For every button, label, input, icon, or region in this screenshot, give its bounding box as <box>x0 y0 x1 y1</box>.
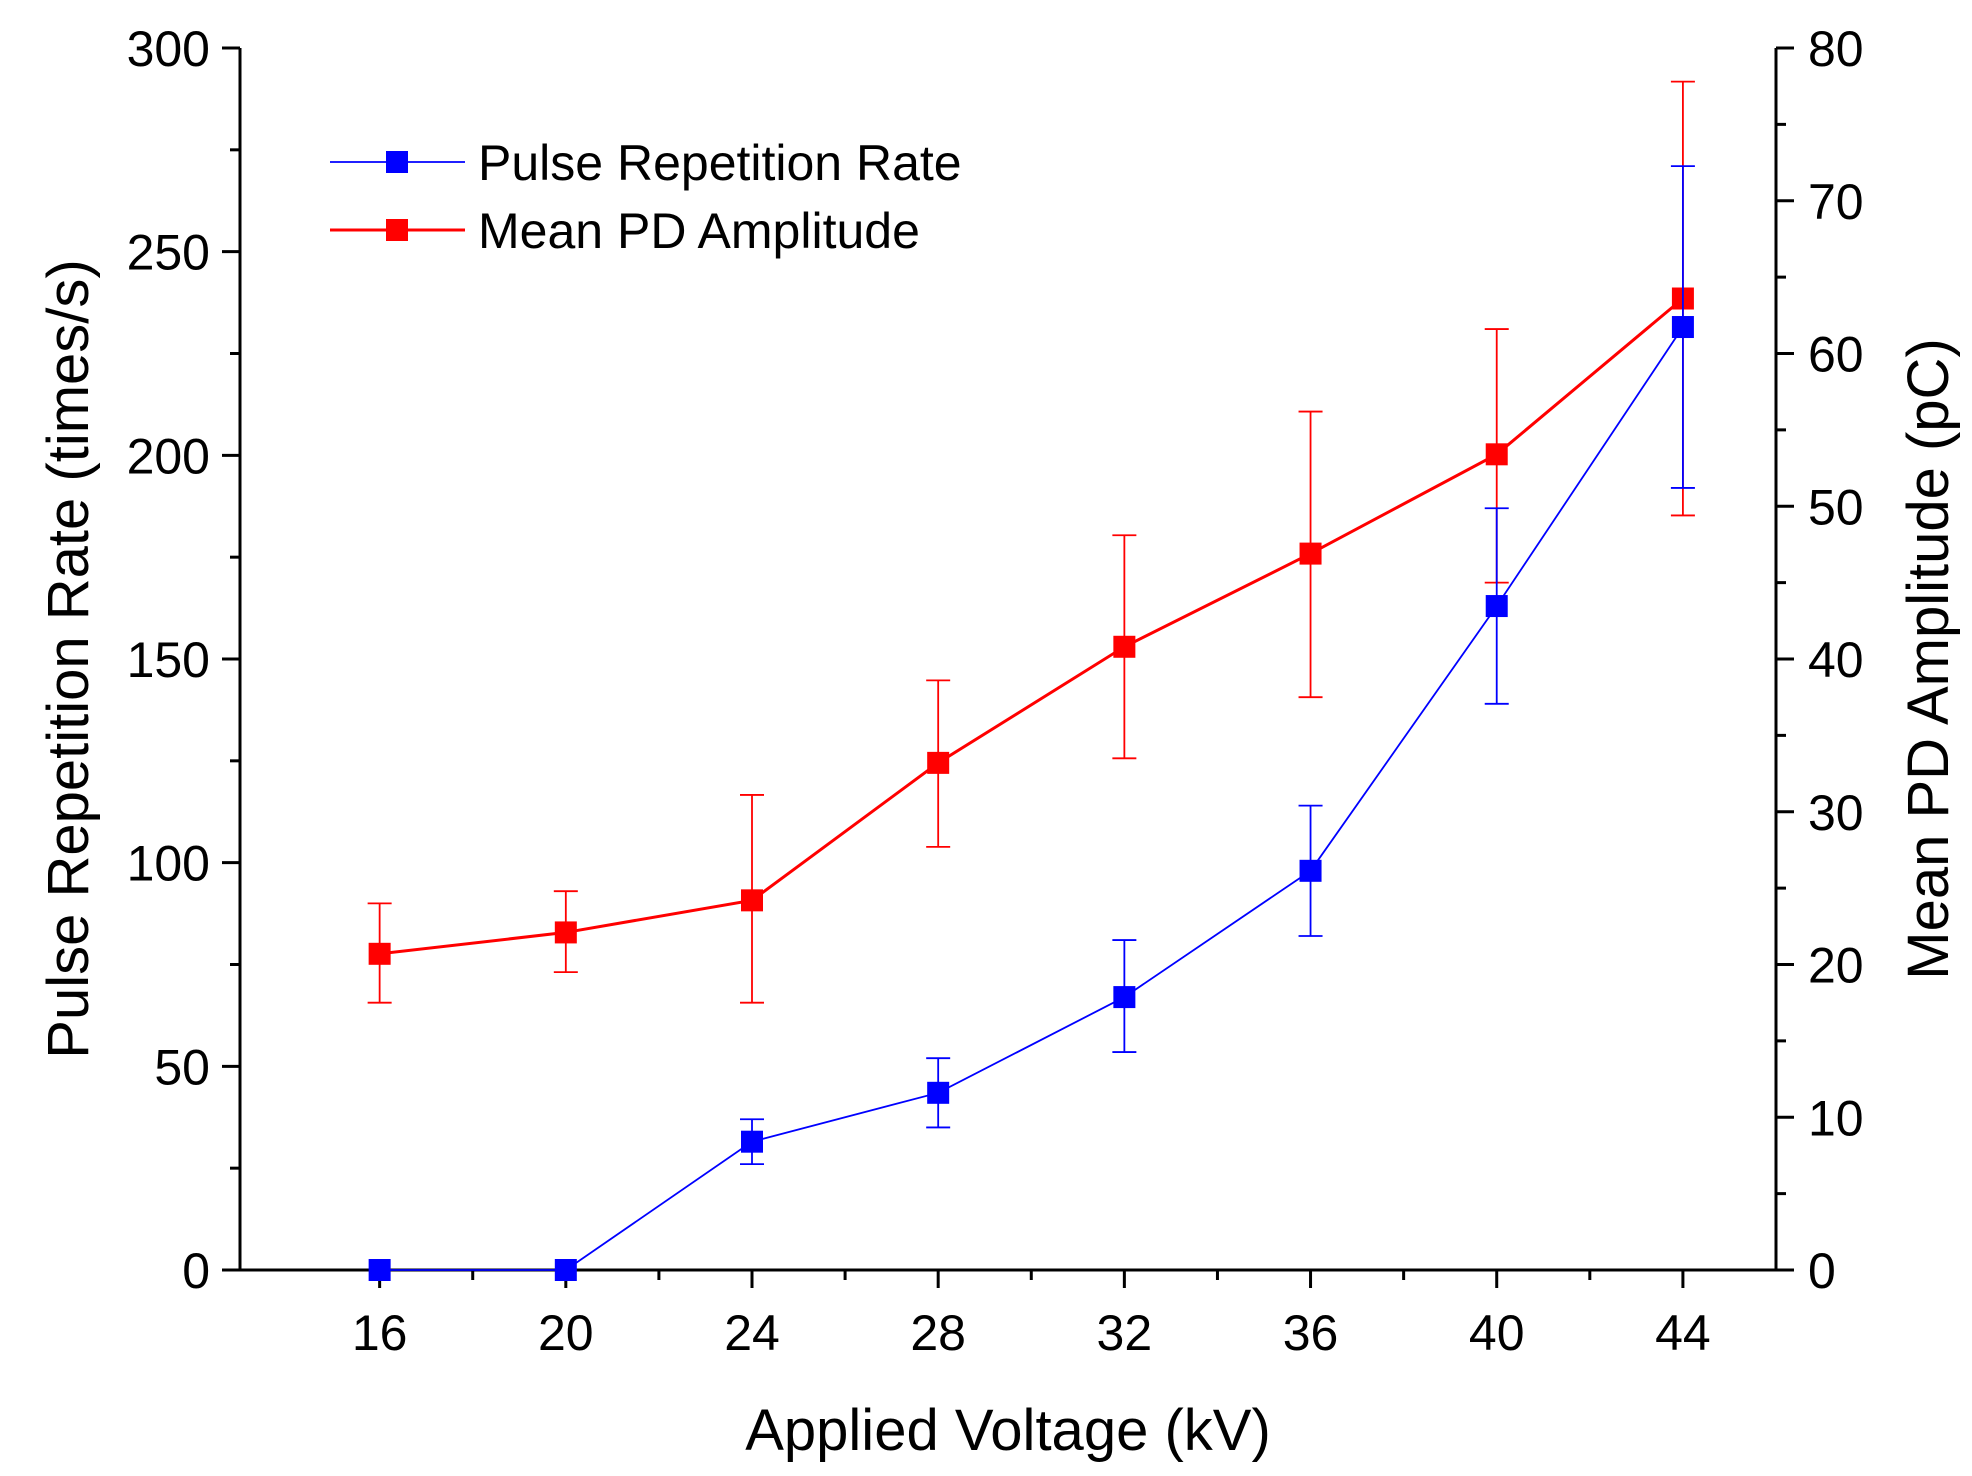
data-point <box>368 942 391 965</box>
plot-frame <box>238 48 1778 1272</box>
x-tick-label: 32 <box>1097 1305 1153 1361</box>
y-tick-label-left: 300 <box>127 21 210 77</box>
data-point <box>1485 443 1508 466</box>
data-point <box>741 1130 763 1153</box>
legend-label: Pulse Repetition Rate <box>478 135 962 191</box>
x-tick-label: 24 <box>724 1305 780 1361</box>
data-point <box>1485 595 1508 618</box>
y-tick-label-right: 60 <box>1808 327 1864 383</box>
y-tick-label-left: 250 <box>127 225 210 281</box>
legend-marker <box>386 219 408 241</box>
data-point <box>1671 316 1694 339</box>
legend: Pulse Repetition Rate Mean PD Amplitude <box>330 135 962 259</box>
x-axis-title: Applied Voltage (kV) <box>745 1398 1271 1463</box>
series-mean-pd-amplitude <box>367 80 1695 1004</box>
series-line <box>379 326 1684 1271</box>
y-axis-title-left: Pulse Repetition Rate (times/s) <box>36 259 101 1058</box>
y-tick-label-right: 40 <box>1808 632 1864 688</box>
data-point <box>1299 859 1322 882</box>
y-tick-label-right: 80 <box>1808 21 1864 77</box>
x-tick-label: 20 <box>538 1305 594 1361</box>
x-tick-label: 28 <box>910 1305 966 1361</box>
y-tick-label-right: 10 <box>1808 1090 1864 1146</box>
y-tick-label-left: 200 <box>127 428 210 484</box>
data-point <box>1113 635 1136 658</box>
y-tick-label-left: 100 <box>127 836 210 892</box>
x-tick-label: 40 <box>1469 1305 1525 1361</box>
legend-label: Mean PD Amplitude <box>478 203 920 259</box>
data-point <box>1299 542 1322 565</box>
data-point <box>741 889 763 912</box>
data-point <box>554 1259 577 1281</box>
data-point <box>927 1081 950 1104</box>
x-tick-label: 16 <box>352 1305 408 1361</box>
y-tick-label-right: 20 <box>1808 938 1864 994</box>
y-axis-title-right: Mean PD Amplitude (pC) <box>1896 338 1961 979</box>
series-line <box>379 297 1684 956</box>
x-tick-label: 36 <box>1283 1305 1339 1361</box>
y-tick-label-right: 30 <box>1808 785 1864 841</box>
axis-ticks: 16 20 24 28 32 36 40 44 0 50 100 150 200 250 300 0 10 20 3… <box>127 21 1864 1361</box>
y-tick-label-left: 50 <box>154 1039 210 1095</box>
series-pulse-repetition-rate <box>368 165 1695 1281</box>
y-tick-label-left: 0 <box>182 1243 210 1299</box>
data-point <box>1113 986 1136 1009</box>
y-tick-label-right: 50 <box>1808 479 1864 535</box>
x-tick-label: 44 <box>1655 1305 1711 1361</box>
data-point <box>368 1259 391 1281</box>
data-point <box>554 921 577 944</box>
y-tick-label-right: 70 <box>1808 174 1864 230</box>
y-tick-label-right: 0 <box>1808 1243 1836 1299</box>
series-layer <box>367 80 1695 1281</box>
legend-marker <box>386 151 408 173</box>
data-point <box>927 751 950 774</box>
y-tick-label-left: 150 <box>127 632 210 688</box>
